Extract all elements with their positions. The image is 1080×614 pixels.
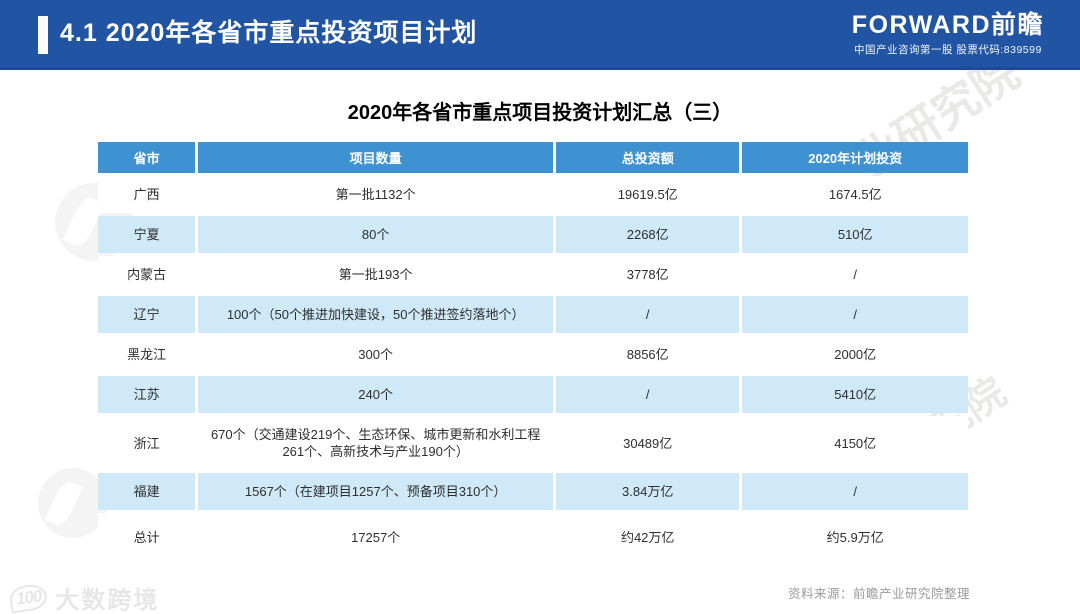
province-cell: 总计 (98, 513, 196, 560)
table-row: 内蒙古 第一批193个 3778亿 / (98, 256, 968, 293)
page-title: 2020年各省市重点项目投资计划汇总（三） (347, 102, 733, 124)
value-cell: / (556, 376, 740, 413)
value-cell: / (556, 296, 740, 333)
column-header-1: 项目数量 (198, 142, 553, 173)
accent-bar (38, 16, 48, 54)
province-cell: 浙江 (98, 416, 196, 470)
value-cell: 5410亿 (742, 376, 968, 413)
value-cell: 第一批193个 (198, 256, 553, 293)
value-cell: 8856亿 (556, 336, 740, 373)
investment-table: 省市 项目数量 总投资额 2020年计划投资 广西 第一批1132个 19619.5亿 16… (95, 139, 971, 563)
column-header-0: 省市 (98, 142, 196, 173)
value-cell: 3.84万亿 (556, 473, 740, 510)
table-row: 宁夏 80个 2268亿 510亿 (98, 216, 968, 253)
brand-tagline: 中国产业咨询第一股 股票代码:839599 (853, 44, 1042, 56)
section-title: 4.1 2020年各省市重点投资项目计划 (60, 19, 478, 47)
watermark-brand-text: 大数跨境 (55, 587, 160, 614)
header-bar: 4.1 2020年各省市重点投资项目计划 FORWARD前瞻 中国产业咨询第一股… (0, 0, 1080, 70)
value-cell: 19619.5亿 (556, 176, 740, 213)
table-body: 广西 第一批1132个 19619.5亿 1674.5亿 宁夏 80个 2268亿 510亿内… (98, 176, 968, 560)
bottom-left-watermark: 100 大数跨境 (8, 580, 160, 614)
table-row: 总计 17257个 约42万亿 约5.9万亿 (98, 513, 968, 560)
forward-logo: FORWARD前瞻 中国产业咨询第一股 股票代码:839599 (852, 11, 1044, 57)
value-cell: 1674.5亿 (742, 176, 968, 213)
province-cell: 辽宁 (98, 296, 196, 333)
value-cell: 300个 (198, 336, 553, 373)
value-cell: 约5.9万亿 (742, 513, 968, 560)
province-cell: 黑龙江 (98, 336, 196, 373)
column-header-2: 总投资额 (556, 142, 740, 173)
table-header-row: 省市 项目数量 总投资额 2020年计划投资 (98, 142, 968, 173)
value-cell: 2268亿 (556, 216, 740, 253)
value-cell: 第一批1132个 (198, 176, 553, 213)
value-cell: 240个 (198, 376, 553, 413)
table-row: 江苏 240个/5410亿 (98, 376, 968, 413)
value-cell: 80个 (198, 216, 553, 253)
source-note: 资料来源：前瞻产业研究院整理 (787, 587, 970, 601)
province-cell: 宁夏 (98, 216, 196, 253)
table-row: 广西 第一批1132个 19619.5亿 1674.5亿 (98, 176, 968, 213)
province-cell: 福建 (98, 473, 196, 510)
value-cell: 2000亿 (742, 336, 968, 373)
value-cell: 100个（50个推进加快建设，50个推进签约落地个） (198, 296, 553, 333)
table-row: 辽宁 100个（50个推进加快建设，50个推进签约落地个） / / (98, 296, 968, 333)
value-cell: 1567个（在建项目1257个、预备项目310个） (198, 473, 553, 510)
province-cell: 江苏 (98, 376, 196, 413)
value-cell: / (742, 256, 968, 293)
value-cell: 17257个 (198, 513, 553, 560)
value-cell: / (742, 473, 968, 510)
value-cell: 约42万亿 (556, 513, 740, 560)
table-row: 浙江 670个（交通建设219个、生态环保、城市更新和水利工程261个、高新技术与… (98, 416, 968, 470)
column-header-3: 2020年计划投资 (742, 142, 968, 173)
province-cell: 广西 (98, 176, 196, 213)
hundred-logo-icon: 100 (8, 582, 50, 613)
value-cell: 4150亿 (742, 416, 968, 470)
table-row: 黑龙江 300个 8856亿 2000亿 (98, 336, 968, 373)
table-row: 福建 1567个（在建项目1257个、预备项目310个） 3.84万亿 / (98, 473, 968, 510)
value-cell: 670个（交通建设219个、生态环保、城市更新和水利工程261个、高新技术与产业… (198, 416, 553, 470)
brand-name: FORWARD前瞻 (851, 11, 1044, 39)
value-cell: 510亿 (742, 216, 968, 253)
table-header-row: 省市 项目数量 总投资额 2020年计划投资 (98, 142, 968, 173)
value-cell: 30489亿 (556, 416, 740, 470)
value-cell: / (742, 296, 968, 333)
province-cell: 内蒙古 (98, 256, 196, 293)
value-cell: 3778亿 (556, 256, 740, 293)
